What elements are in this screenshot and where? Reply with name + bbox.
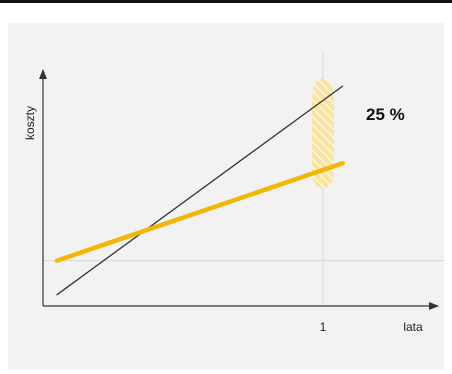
top-rule: [0, 0, 452, 3]
x-tick-label: 1: [320, 320, 327, 334]
series-line-yellow: [54, 160, 345, 263]
x-axis-label: lata: [403, 320, 423, 334]
chart-panel: [8, 23, 444, 369]
series-line-gray: [56, 85, 344, 296]
difference-band: [312, 78, 334, 188]
y-axis-label: koszty: [23, 106, 37, 140]
difference-annotation: 25 %: [366, 105, 405, 124]
